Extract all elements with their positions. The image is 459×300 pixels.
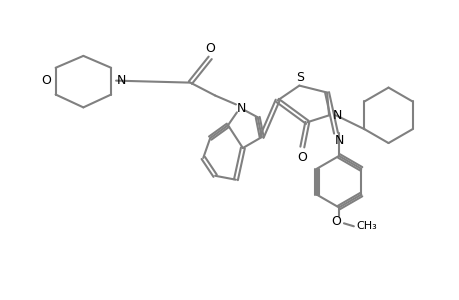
Text: O: O (330, 215, 340, 228)
Text: N: N (334, 134, 343, 147)
Text: N: N (237, 102, 246, 115)
Text: N: N (116, 74, 125, 87)
Text: O: O (205, 42, 215, 55)
Text: N: N (331, 109, 341, 122)
Text: O: O (41, 74, 50, 87)
Text: S: S (296, 71, 304, 84)
Text: O: O (297, 151, 307, 164)
Text: CH₃: CH₃ (356, 221, 377, 231)
